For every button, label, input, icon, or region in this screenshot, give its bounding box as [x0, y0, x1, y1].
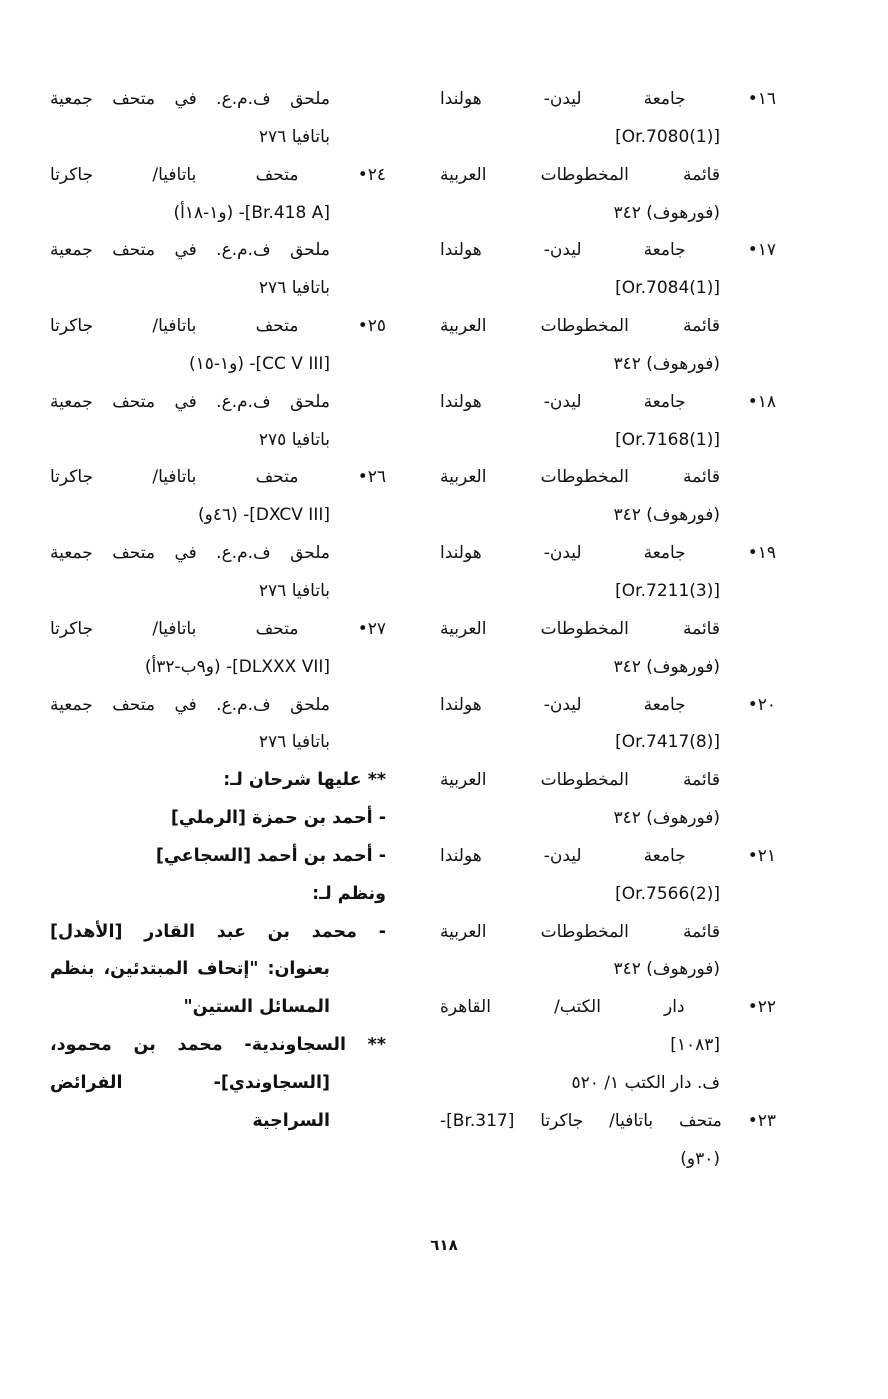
text-line: ملحق ف.م.ع. في متحف جمعية: [50, 89, 330, 109]
text-line: [Or.7084(1)]: [615, 278, 720, 299]
text-line: ٢٥• متحف باتافيا/ جاكرتا: [50, 316, 386, 337]
text-line: [DXCV III]- (٤٦و): [197, 505, 330, 526]
text-line: [CC V III]- (و١-١٥): [188, 353, 330, 374]
text-line: بعنوان: "إتحاف المبتدئين، بنظم: [50, 959, 330, 980]
text-line: [Or.7417(8)]: [615, 732, 720, 753]
text-line: ** السجاوندية- محمد بن محمود،: [50, 1035, 386, 1056]
text-line: قائمة المخطوطات العربية: [440, 316, 720, 337]
text-line: باتافيا ٢٧٦: [258, 732, 330, 753]
text-line: ٢١• جامعة ليدن- هولندا: [440, 845, 776, 866]
text-line: (فورهوف) ٣٤٢: [613, 505, 720, 526]
text-line: ١٨• جامعة ليدن- هولندا: [440, 391, 776, 412]
text-line: [Or.7566(2)]: [615, 883, 720, 904]
text-line: - أحمد بن حمزة [الرملي]: [170, 808, 386, 829]
text-line: [Br.418 A]- (و١-١٨أ): [173, 202, 330, 223]
text-line: (٣٠و): [680, 1148, 720, 1169]
text-line: ملحق ف.م.ع. في متحف جمعية: [50, 543, 330, 564]
text-line: باتافيا ٢٧٦: [258, 580, 330, 601]
text-line: ملحق ف.م.ع. في متحف جمعية: [50, 694, 330, 715]
text-line: [السجاوندي]- الفرائض: [50, 1072, 330, 1093]
text-line: ١٧• جامعة ليدن- هولندا: [440, 240, 776, 261]
text-line: ** عليها شرحان لـ:: [223, 770, 386, 791]
text-line: [Or.7168(1)]: [615, 429, 720, 450]
text-line: [١٠٨٣]: [670, 1035, 720, 1056]
text-line: ٢٠• جامعة ليدن- هولندا: [440, 694, 776, 715]
text-line: [Or.7211(3)]: [615, 580, 720, 601]
text-line: (فورهوف) ٣٤٢: [613, 808, 720, 829]
text-line: ٢٤• متحف باتافيا/ جاكرتا: [50, 164, 386, 185]
text-line: - محمد بن عبد القادر [الأهدل]: [50, 921, 386, 942]
text-line: قائمة المخطوطات العربية: [440, 164, 720, 185]
text-line: (فورهوف) ٣٤٢: [613, 202, 720, 223]
text-line: ملحق ف.م.ع. في متحف جمعية: [50, 240, 330, 261]
text-line: (فورهوف) ٣٤٢: [613, 959, 720, 980]
text-line: [DLXXX VII]- (و٩ب-٣٢أ): [144, 656, 330, 677]
text-line: باتافيا ٢٧٦: [258, 278, 330, 299]
text-line: ١٩• جامعة ليدن- هولندا: [440, 543, 776, 564]
text-line: ٢٢• دار الكتب/ القاهرة: [440, 997, 776, 1018]
text-line: - أحمد بن أحمد [السجاعي]: [155, 845, 386, 866]
text-line: ١٦• جامعة ليدن- هولندا: [440, 89, 776, 109]
text-line: [Or.7080(1)]: [615, 126, 720, 147]
text-line: المسائل الستين": [183, 997, 331, 1018]
text-line: (فورهوف) ٣٤٢: [613, 656, 720, 677]
text-line: قائمة المخطوطات العربية: [440, 921, 720, 942]
text-line: ٢٦• متحف باتافيا/ جاكرتا: [50, 467, 386, 488]
text-line: ونظم لـ:: [312, 883, 386, 904]
text-line: قائمة المخطوطات العربية: [440, 467, 720, 488]
text-line: باتافيا ٢٧٦: [258, 126, 330, 147]
text-line: باتافيا ٢٧٥: [258, 429, 330, 450]
left-column: ملحق ف.م.ع. في متحف جمعية باتافيا ٢٧٦ ٢٤• …: [50, 81, 386, 1141]
text-line: السراجية: [252, 1110, 330, 1131]
text-line: ملحق ف.م.ع. في متحف جمعية: [50, 391, 330, 412]
page-number: ٦١٨: [430, 1236, 458, 1254]
right-column: ١٦• جامعة ليدن- هولندا [Or.7080(1)] قائمة …: [440, 81, 776, 1178]
text-line: ٢٣• متحف باتافيا/ جاكرتا [Br.317]-: [440, 1110, 776, 1131]
text-line: ٢٧• متحف باتافيا/ جاكرتا: [50, 618, 386, 639]
text-line: قائمة المخطوطات العربية: [440, 770, 720, 791]
text-line: قائمة المخطوطات العربية: [440, 618, 720, 639]
text-line: ف. دار الكتب ١/ ٥٢٠: [571, 1072, 720, 1093]
text-line: (فورهوف) ٣٤٢: [613, 353, 720, 374]
